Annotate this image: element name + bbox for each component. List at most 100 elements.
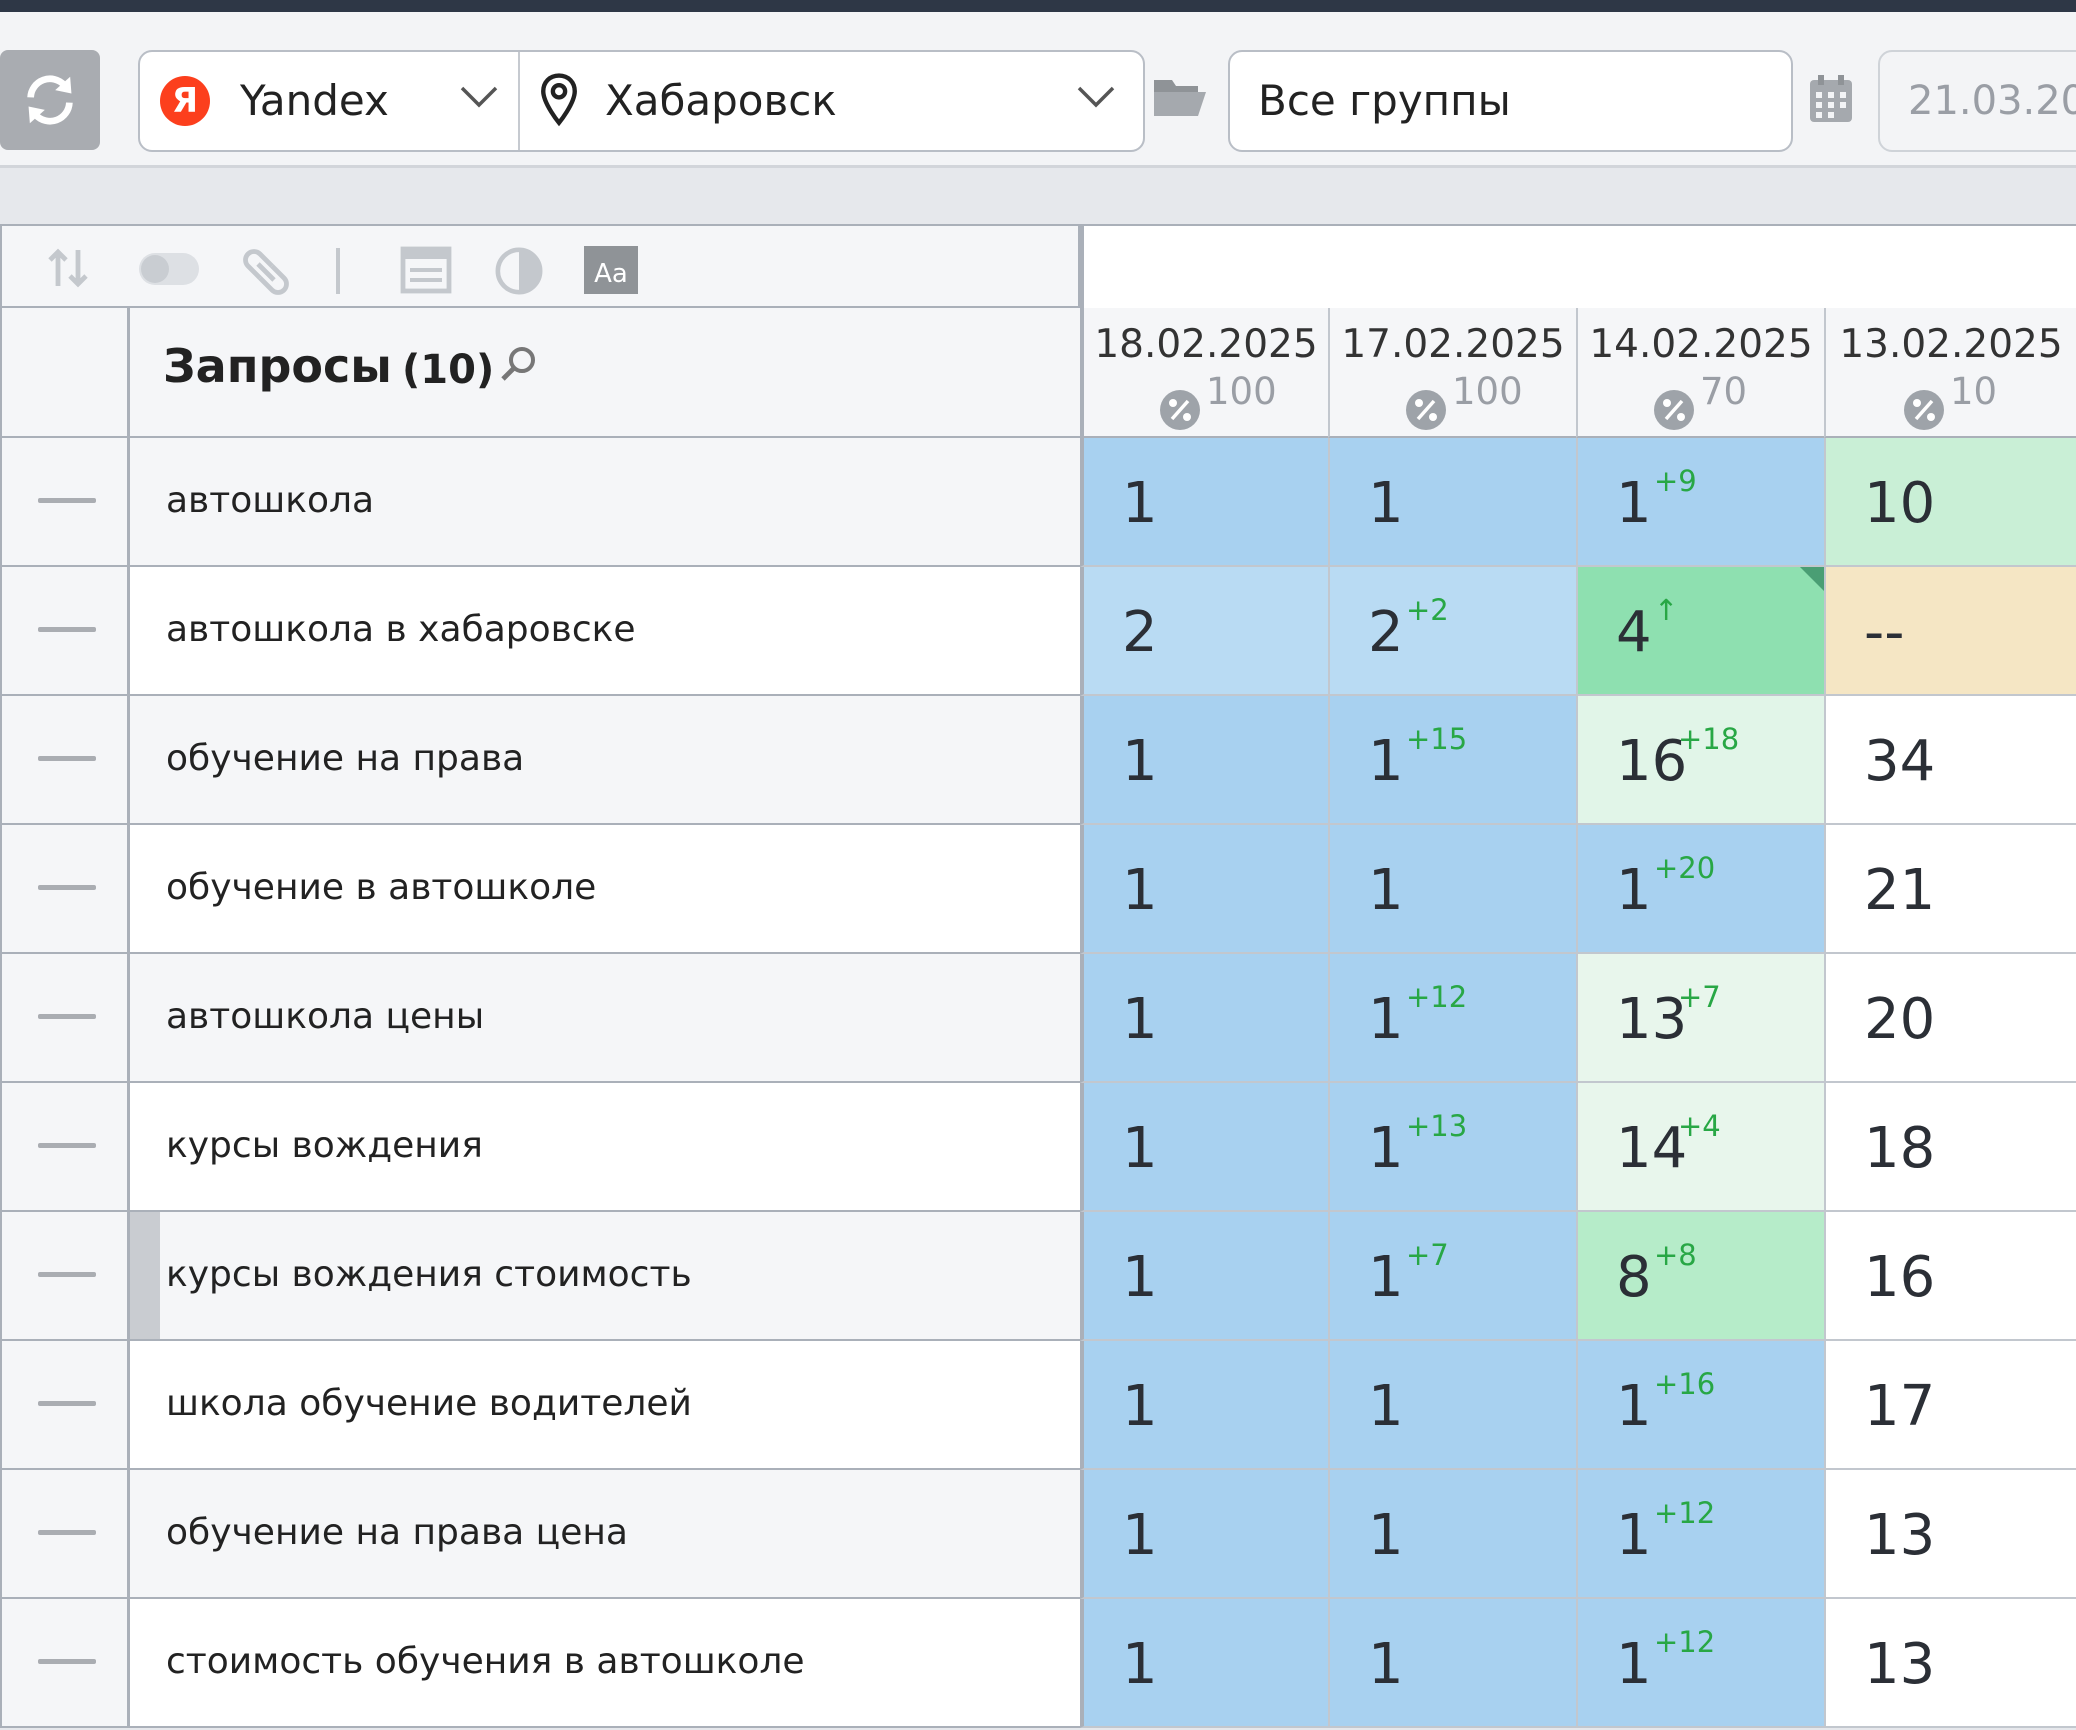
- query-cell[interactable]: стоимость обучения в автошколе: [130, 1599, 1080, 1728]
- toggle-icon[interactable]: [138, 252, 200, 286]
- position-cell[interactable]: --: [1824, 567, 2076, 696]
- position-cell[interactable]: 1: [1080, 1470, 1328, 1599]
- position-cell[interactable]: 1 +16: [1576, 1341, 1824, 1470]
- position-cell[interactable]: 1 +20: [1576, 825, 1824, 954]
- position-change: +2: [1406, 593, 1449, 627]
- position-cell[interactable]: 18: [1824, 1083, 2076, 1212]
- date-column-header[interactable]: 17.02.2025 100: [1328, 308, 1576, 438]
- position-cell[interactable]: 1: [1328, 825, 1576, 954]
- query-text: стоимость обучения в автошколе: [166, 1641, 805, 1682]
- row-collapse-button[interactable]: [0, 1083, 130, 1212]
- query-cell[interactable]: курсы вождения: [130, 1083, 1080, 1212]
- query-cell[interactable]: школа обучение водителей: [130, 1341, 1080, 1470]
- calendar-icon[interactable]: [1808, 74, 1854, 124]
- percent-icon: [1406, 390, 1446, 430]
- position-value: 1: [1368, 987, 1404, 1052]
- search-icon[interactable]: [498, 344, 538, 384]
- position-cell[interactable]: 10: [1824, 438, 2076, 567]
- query-cell[interactable]: автошкола: [130, 438, 1080, 567]
- position-cell[interactable]: 1: [1328, 1470, 1576, 1599]
- position-cell[interactable]: 4 ↑: [1576, 567, 1824, 696]
- query-text: автошкола цены: [166, 996, 485, 1037]
- position-cell[interactable]: 16: [1824, 1212, 2076, 1341]
- position-cell[interactable]: 1 +7: [1328, 1212, 1576, 1341]
- row-collapse-button[interactable]: [0, 1212, 130, 1341]
- row-collapse-button[interactable]: [0, 696, 130, 825]
- folder-icon[interactable]: [1152, 74, 1208, 118]
- dash-icon: [38, 1659, 96, 1664]
- contrast-icon[interactable]: [494, 246, 544, 296]
- row-collapse-button[interactable]: [0, 825, 130, 954]
- query-cell[interactable]: обучение на права: [130, 696, 1080, 825]
- position-cell[interactable]: 20: [1824, 954, 2076, 1083]
- query-cell[interactable]: автошкола цены: [130, 954, 1080, 1083]
- percent-icon: [1654, 390, 1694, 430]
- position-cell[interactable]: 17: [1824, 1341, 2076, 1470]
- query-cell[interactable]: обучение в автошколе: [130, 825, 1080, 954]
- row-collapse-button[interactable]: [0, 438, 130, 567]
- position-cell[interactable]: 8 +8: [1576, 1212, 1824, 1341]
- position-cell[interactable]: 13: [1824, 1470, 2076, 1599]
- position-cell[interactable]: 1: [1080, 1341, 1328, 1470]
- row-collapse-button[interactable]: [0, 567, 130, 696]
- position-cell[interactable]: 2 +2: [1328, 567, 1576, 696]
- position-cell[interactable]: 1: [1080, 1599, 1328, 1728]
- position-value: 1: [1368, 1632, 1404, 1697]
- position-cell[interactable]: 1: [1328, 438, 1576, 567]
- position-value: 1: [1368, 1374, 1404, 1439]
- sort-icon[interactable]: [46, 246, 90, 290]
- row-collapse-button[interactable]: [0, 954, 130, 1083]
- query-cell[interactable]: обучение на права цена: [130, 1470, 1080, 1599]
- date-column-header[interactable]: 18.02.2025 100: [1080, 308, 1328, 438]
- position-cell[interactable]: 34: [1824, 696, 2076, 825]
- position-cell[interactable]: 1: [1080, 1083, 1328, 1212]
- search-engine-label: Yandex: [240, 76, 389, 125]
- position-cell[interactable]: 1 +13: [1328, 1083, 1576, 1212]
- row-collapse-button[interactable]: [0, 1599, 130, 1728]
- query-text: автошкола: [166, 480, 375, 521]
- position-value: 1: [1122, 729, 1158, 794]
- position-cell[interactable]: 1 +12: [1576, 1599, 1824, 1728]
- position-cell[interactable]: 1 +9: [1576, 438, 1824, 567]
- position-cell[interactable]: 1: [1080, 825, 1328, 954]
- position-change: +7: [1678, 980, 1721, 1014]
- date-input[interactable]: 21.03.2025: [1878, 50, 2076, 152]
- table-view-icon[interactable]: [400, 246, 452, 294]
- location-pin-icon: [541, 73, 577, 127]
- position-cell[interactable]: 14 +4: [1576, 1083, 1824, 1212]
- position-change: +12: [1406, 980, 1468, 1014]
- position-cell[interactable]: 1: [1080, 438, 1328, 567]
- position-cell[interactable]: 1: [1080, 1212, 1328, 1341]
- date-column-header[interactable]: 14.02.2025 70: [1576, 308, 1824, 438]
- position-cell[interactable]: 13 +7: [1576, 954, 1824, 1083]
- dash-icon: [38, 1014, 96, 1019]
- position-cell[interactable]: 1: [1080, 954, 1328, 1083]
- position-cell[interactable]: 13: [1824, 1599, 2076, 1728]
- column-percent: 100: [1452, 370, 1523, 413]
- position-cell[interactable]: 1: [1328, 1599, 1576, 1728]
- font-size-icon[interactable]: Aa: [584, 246, 638, 294]
- position-cell[interactable]: 1 +12: [1576, 1470, 1824, 1599]
- groups-select[interactable]: Все группы: [1228, 50, 1793, 152]
- row-collapse-button[interactable]: [0, 1341, 130, 1470]
- search-engine-select[interactable]: Я Yandex: [140, 52, 520, 150]
- position-cell[interactable]: 1: [1080, 696, 1328, 825]
- position-change: +13: [1406, 1109, 1468, 1143]
- window-top-bar: [0, 0, 2076, 12]
- position-value: 13: [1864, 1632, 1936, 1697]
- refresh-button[interactable]: [0, 50, 100, 150]
- position-cell[interactable]: 1 +12: [1328, 954, 1576, 1083]
- position-cell[interactable]: 16 +18: [1576, 696, 1824, 825]
- position-cell[interactable]: 21: [1824, 825, 2076, 954]
- position-cell[interactable]: 1 +15: [1328, 696, 1576, 825]
- position-value: 13: [1864, 1503, 1936, 1568]
- query-text: обучение на права цена: [166, 1512, 628, 1553]
- row-collapse-button[interactable]: [0, 1470, 130, 1599]
- position-cell[interactable]: 1: [1328, 1341, 1576, 1470]
- header-blank-cell: [0, 308, 130, 438]
- query-cell[interactable]: курсы вождения стоимость: [130, 1212, 1080, 1341]
- link-icon[interactable]: [240, 246, 292, 298]
- date-column-header[interactable]: 13.02.2025 10: [1824, 308, 2076, 438]
- position-cell[interactable]: 2: [1080, 567, 1328, 696]
- query-cell[interactable]: автошкола в хабаровске: [130, 567, 1080, 696]
